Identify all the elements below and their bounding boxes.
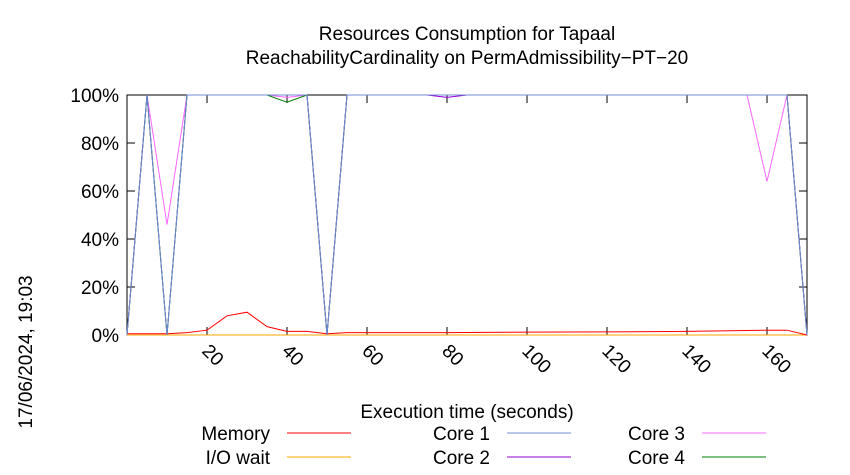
- chart-subtitle: ReachabilityCardinality on PermAdmissibi…: [246, 48, 688, 69]
- x-tick-label: 20: [197, 341, 227, 371]
- series-line-core-1: [126, 94, 808, 336]
- plot-frame: [126, 94, 808, 336]
- series-line-core-2: [126, 94, 808, 336]
- x-tick-label: 80: [437, 341, 467, 371]
- plot-area: 0% 20% 40% 60% 80% 100% 20 40 60 80 100 120 140 160: [70, 86, 808, 378]
- x-tick-label: 120: [597, 341, 634, 378]
- y-tick-label: 20%: [81, 278, 119, 299]
- y-tick-label: 80%: [81, 134, 119, 155]
- x-tick-label: 60: [357, 341, 387, 371]
- timestamp-label: 17/06/2024, 19:03: [16, 275, 37, 428]
- x-tick-label: 40: [277, 341, 307, 371]
- legend-label-core-2: Core 2: [433, 448, 490, 469]
- series-line-core-3: [126, 94, 808, 336]
- y-tick-label: 60%: [81, 182, 119, 203]
- x-tick-label: 100: [517, 341, 554, 378]
- y-tick-label: 40%: [81, 230, 119, 251]
- series-line-memory: [127, 311, 808, 336]
- legend-label-memory: Memory: [201, 424, 270, 445]
- y-tick-label: 100%: [70, 86, 119, 107]
- legend: Memory I/O wait Core 1 Core 2 Core 3 Core 4: [201, 424, 766, 469]
- legend-label-core-4: Core 4: [628, 448, 685, 469]
- x-axis-label: Execution time (seconds): [360, 402, 573, 423]
- legend-label-core-1: Core 1: [433, 424, 490, 445]
- x-tick-label: 140: [677, 341, 714, 378]
- legend-label-core-3: Core 3: [628, 424, 685, 445]
- legend-label-i-o-wait: I/O wait: [206, 448, 271, 469]
- chart-title: Resources Consumption for Tapaal: [319, 24, 615, 45]
- y-tick-label: 0%: [92, 326, 120, 347]
- x-tick-label: 160: [757, 341, 794, 378]
- series-line-core-4: [126, 94, 808, 336]
